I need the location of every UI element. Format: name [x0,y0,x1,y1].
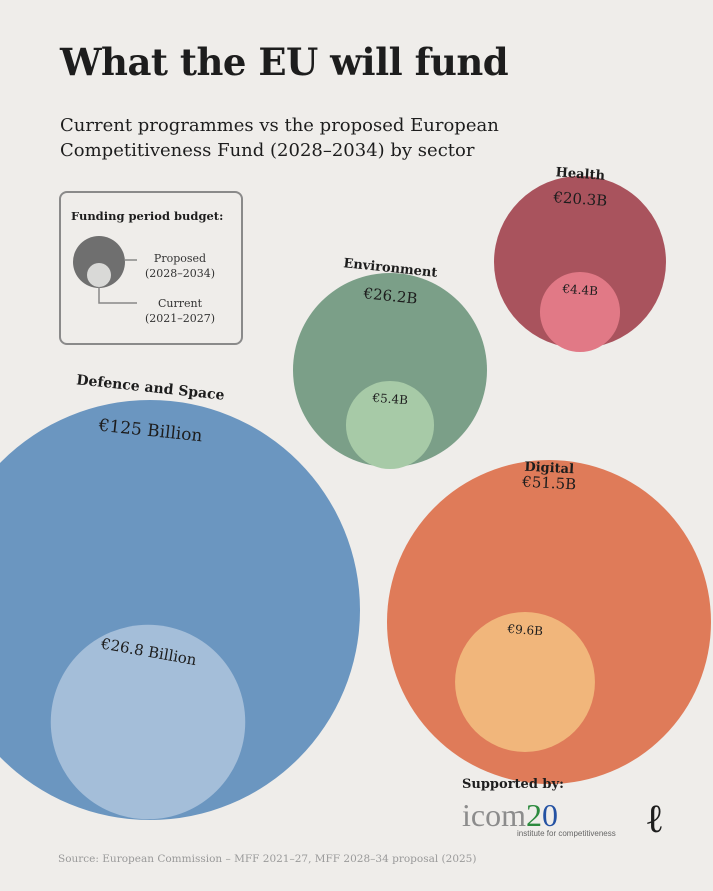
icom-logo: icom20 [462,797,558,833]
health-proposed-value: €20.3B [552,188,608,210]
digital-current-value: €9.6B [506,622,544,639]
legend-current-period: (2021–2027) [144,312,216,325]
defence-and-space-sector-label: Defence and Space [76,372,226,403]
environment-current-value: €5.4B [371,391,409,408]
digital-proposed-value: €51.5B [521,473,577,494]
legend-proposed-period: (2028–2034) [144,267,216,280]
publisher-logo: ℓ [645,796,665,842]
environment-proposed-value: €26.2B [362,284,419,308]
environment-proposed-bubble [293,273,487,467]
health-current-bubble [539,271,621,353]
digital-sector-label: Digital [524,460,574,478]
icom-logo-subtext: institute for competitiveness [517,829,616,838]
health-current-value: €4.4B [561,282,599,299]
health-proposed-bubble [494,176,666,348]
digital-current-bubble [455,612,595,752]
legend-title: Funding period budget: [71,209,224,223]
page-title: What the EU will fund [60,40,509,84]
subtitle: Current programmes vs the proposed Europ… [60,115,499,161]
defence-and-space-current-bubble [50,624,246,820]
legend-current-label: Current [157,297,203,310]
health-sector-label: Health [555,165,606,183]
legend-circles-icon [73,236,137,304]
legend-proposed-label: Proposed [153,252,207,265]
supported-by-label: Supported by: [462,777,564,792]
source-note: Source: European Commission – MFF 2021–2… [58,853,477,865]
environment-current-bubble [345,380,435,470]
legend: Funding period budget: Proposed (2028–20… [59,191,243,345]
